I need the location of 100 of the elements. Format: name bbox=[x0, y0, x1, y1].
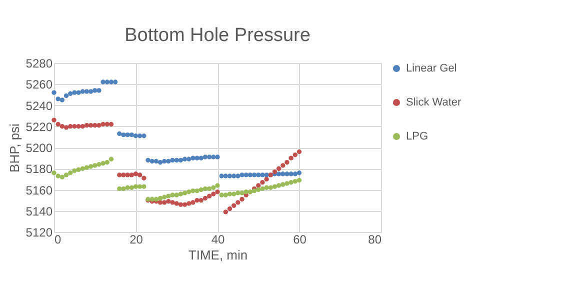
point bbox=[80, 124, 85, 129]
point bbox=[284, 181, 290, 186]
point bbox=[133, 184, 138, 189]
point bbox=[206, 186, 212, 192]
point bbox=[182, 190, 188, 196]
point bbox=[56, 174, 60, 178]
point bbox=[68, 170, 73, 176]
point bbox=[280, 163, 286, 168]
point bbox=[150, 196, 154, 202]
point bbox=[142, 184, 146, 189]
x-tick-label: 60 bbox=[293, 232, 307, 246]
y-tick-label: 5160 bbox=[26, 183, 53, 198]
point bbox=[108, 156, 114, 162]
point bbox=[92, 122, 98, 128]
y-tick-label: 5140 bbox=[26, 204, 53, 218]
point bbox=[198, 198, 204, 203]
point bbox=[88, 164, 94, 169]
point bbox=[256, 187, 261, 192]
point bbox=[182, 202, 188, 207]
point bbox=[108, 122, 114, 127]
point bbox=[202, 186, 208, 192]
y-tick-label: 5180 bbox=[26, 162, 53, 176]
x-tick-label: 40 bbox=[211, 232, 225, 246]
y-tick-label: 5220 bbox=[26, 120, 53, 134]
point bbox=[64, 125, 69, 130]
x-tick-label: 20 bbox=[130, 232, 144, 246]
point bbox=[60, 124, 65, 129]
y-tick-label: 5280 bbox=[26, 56, 53, 70]
point bbox=[190, 200, 196, 205]
point bbox=[296, 178, 302, 183]
x-tick-label: 80 bbox=[368, 232, 382, 246]
point bbox=[256, 183, 261, 188]
point bbox=[100, 161, 106, 166]
point bbox=[211, 185, 216, 190]
point bbox=[121, 172, 126, 178]
point bbox=[206, 194, 212, 198]
y-tick-label: 5120 bbox=[26, 226, 53, 240]
point bbox=[292, 178, 298, 184]
point bbox=[154, 196, 159, 202]
x-axis-title: TIME, min bbox=[188, 248, 248, 262]
point bbox=[276, 183, 282, 188]
point bbox=[194, 188, 200, 194]
point bbox=[64, 172, 69, 178]
point bbox=[215, 190, 220, 194]
point bbox=[129, 172, 134, 178]
point bbox=[96, 122, 102, 128]
point bbox=[125, 185, 130, 190]
point bbox=[137, 172, 142, 178]
point bbox=[236, 200, 240, 205]
point bbox=[52, 118, 56, 122]
point bbox=[260, 180, 265, 185]
point bbox=[104, 122, 110, 127]
point bbox=[296, 149, 302, 154]
point bbox=[223, 210, 228, 214]
chart-title: Bottom Hole Pressure bbox=[124, 25, 310, 46]
point bbox=[142, 176, 146, 180]
point bbox=[174, 192, 179, 198]
point bbox=[240, 190, 244, 196]
point bbox=[76, 167, 81, 172]
point bbox=[133, 172, 138, 176]
point bbox=[170, 200, 175, 205]
point bbox=[162, 200, 167, 205]
point bbox=[276, 166, 282, 171]
point bbox=[272, 169, 278, 174]
point bbox=[236, 190, 240, 196]
point bbox=[272, 184, 278, 189]
point bbox=[215, 183, 220, 188]
point bbox=[166, 194, 171, 198]
point bbox=[288, 156, 294, 160]
legend-label: LPG bbox=[406, 130, 428, 142]
point bbox=[232, 203, 236, 208]
point bbox=[60, 174, 65, 180]
point bbox=[227, 192, 232, 196]
point bbox=[284, 160, 290, 165]
point bbox=[76, 124, 81, 129]
point bbox=[104, 160, 110, 165]
point bbox=[96, 162, 102, 167]
point bbox=[129, 185, 134, 190]
point bbox=[56, 122, 60, 127]
point bbox=[68, 124, 73, 129]
point bbox=[84, 122, 90, 128]
point bbox=[223, 192, 228, 198]
y-tick-label: 5240 bbox=[26, 98, 53, 113]
point bbox=[186, 201, 192, 206]
point bbox=[162, 194, 167, 200]
point bbox=[264, 185, 269, 190]
y-axis-title: BHP, psi bbox=[6, 123, 22, 172]
point bbox=[219, 192, 224, 198]
point bbox=[198, 187, 204, 192]
point bbox=[178, 192, 184, 196]
point bbox=[292, 152, 298, 158]
point bbox=[117, 186, 122, 192]
point bbox=[100, 122, 106, 127]
point bbox=[166, 199, 171, 204]
point bbox=[211, 192, 216, 196]
point bbox=[244, 190, 248, 194]
point bbox=[268, 185, 273, 190]
point bbox=[174, 201, 179, 206]
x-tick-label: 0 bbox=[54, 232, 62, 246]
point bbox=[227, 206, 232, 212]
